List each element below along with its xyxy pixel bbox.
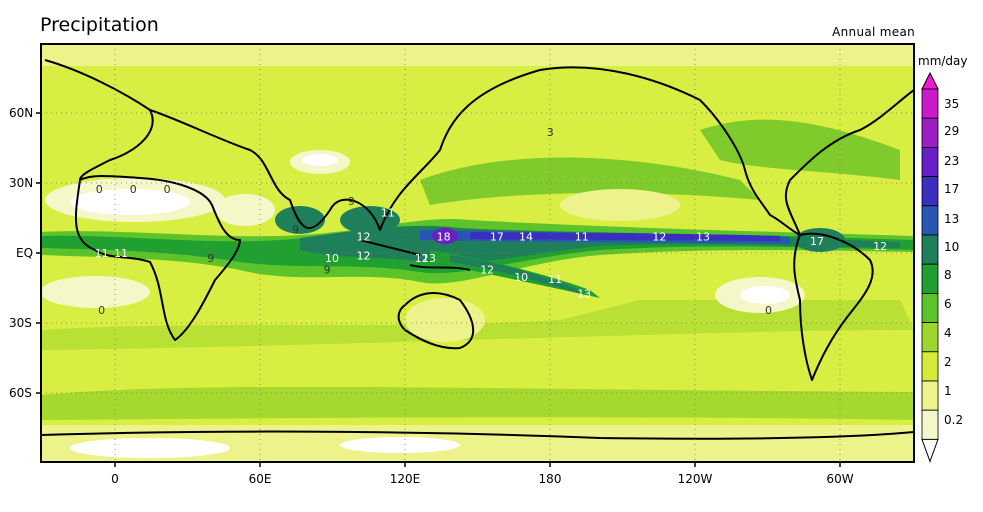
colorbar-box bbox=[921, 322, 939, 353]
contour-label: 10 bbox=[325, 252, 339, 265]
eurasia-coast bbox=[149, 66, 701, 231]
colorbar-label-2: 2 bbox=[944, 355, 952, 369]
contour-label: 0 bbox=[130, 183, 137, 196]
contour-label: 9 bbox=[292, 223, 299, 236]
colorbar-label-17: 17 bbox=[944, 182, 960, 196]
colorbar-box bbox=[921, 176, 939, 207]
contour-label: 11 bbox=[381, 207, 395, 220]
ytick-60s: 60S bbox=[9, 386, 32, 400]
colorbar-bottom-arrow bbox=[921, 438, 939, 463]
gridlines bbox=[41, 44, 914, 462]
colorbar-box bbox=[921, 351, 939, 382]
colorbar-label-13: 13 bbox=[944, 212, 960, 226]
colorbar-label-1: 1 bbox=[944, 384, 952, 398]
contour-label: 12 bbox=[652, 230, 666, 243]
field-northeast-pacific-dry bbox=[560, 189, 680, 221]
colorbar-label-23: 23 bbox=[944, 154, 960, 168]
contour-label: 17 bbox=[810, 235, 824, 248]
field-taklamakan-white bbox=[302, 154, 338, 166]
contour-label: 3 bbox=[547, 126, 554, 139]
maritime-continent-coast bbox=[359, 239, 471, 271]
colorbar-box bbox=[921, 117, 939, 148]
colorbar-label-8: 8 bbox=[944, 268, 952, 282]
colorbar-label-29: 29 bbox=[944, 124, 960, 138]
contour-label: 11 bbox=[548, 273, 562, 286]
contour-label: 0 bbox=[164, 183, 171, 196]
contour-label: 9 bbox=[207, 252, 214, 265]
field-bay-of-bengal-10 bbox=[275, 206, 325, 234]
colorbar-label-4: 4 bbox=[944, 326, 952, 340]
contour-label: 11 bbox=[575, 230, 589, 243]
field-antarctic-white-1 bbox=[70, 438, 230, 458]
ytick-30n: 30N bbox=[9, 176, 34, 190]
field-itcz-17 bbox=[470, 232, 780, 241]
ytick-30s: 30S bbox=[9, 316, 32, 330]
antarctica-coast bbox=[41, 430, 914, 440]
colorbar-box bbox=[921, 234, 939, 265]
xtick-60w: 60W bbox=[826, 472, 854, 486]
contour-label: 0 bbox=[765, 304, 772, 317]
field-arctic-dry bbox=[41, 44, 914, 66]
colorbar-box bbox=[921, 380, 939, 411]
contour-label: 11 bbox=[95, 247, 109, 260]
contour-label: 14 bbox=[519, 230, 533, 243]
contour-label: 12 bbox=[357, 249, 371, 262]
contour-label: 11 bbox=[114, 247, 128, 260]
field-sahara-white bbox=[70, 189, 190, 215]
ytick-60n: 60N bbox=[9, 106, 34, 120]
field-south-china-sea-10 bbox=[340, 206, 400, 234]
colorbar-units: mm/day bbox=[918, 54, 968, 68]
contour-label: 13 bbox=[577, 287, 591, 300]
colorbar-box bbox=[921, 146, 939, 177]
contour-label: 18 bbox=[437, 230, 451, 243]
south-america-coast bbox=[793, 232, 874, 381]
colorbar-box bbox=[921, 263, 939, 294]
contour-label: 9 bbox=[324, 264, 331, 277]
xtick-0: 0 bbox=[111, 472, 119, 486]
colorbar-label-6: 6 bbox=[944, 297, 952, 311]
colorbar-box bbox=[921, 409, 939, 440]
colorbar-top-arrow bbox=[921, 71, 939, 90]
colorbar-label-10: 10 bbox=[944, 240, 960, 254]
xtick-120w: 120W bbox=[677, 472, 713, 486]
chart-subtitle: Annual mean bbox=[832, 25, 915, 39]
chart-title: Precipitation bbox=[40, 14, 159, 36]
contour-label: 0 bbox=[96, 183, 103, 196]
colorbar bbox=[921, 71, 939, 463]
ytick-eq: EQ bbox=[16, 246, 34, 260]
contour-label: 12 bbox=[480, 264, 494, 277]
field-spcz-10 bbox=[450, 255, 585, 295]
xtick-180: 180 bbox=[538, 472, 562, 486]
colorbar-box bbox=[921, 205, 939, 236]
australia-coast bbox=[397, 292, 475, 350]
colorbar-label-0-2: 0.2 bbox=[944, 413, 964, 427]
field-southeast-pacific-white bbox=[740, 286, 790, 304]
contour-label: 10 bbox=[514, 271, 528, 284]
africa-coast bbox=[74, 175, 241, 341]
contour-label: 12 bbox=[415, 252, 429, 265]
field-southeast-atlantic-dry bbox=[41, 276, 150, 308]
field-north-pacific-storm-track bbox=[420, 157, 760, 205]
contour-label: 12 bbox=[357, 230, 371, 243]
colorbar-label-35: 35 bbox=[944, 97, 960, 111]
colorbar-box bbox=[921, 88, 939, 119]
coastlines bbox=[41, 59, 914, 440]
contour-label: 12 bbox=[873, 240, 887, 253]
field-arabia-dry bbox=[215, 194, 275, 226]
contour-label: 0 bbox=[98, 304, 105, 317]
tick-marks bbox=[36, 112, 841, 467]
xtick-60e: 60E bbox=[248, 472, 272, 486]
colorbar-box bbox=[921, 292, 939, 323]
field-southern-storm-track bbox=[41, 386, 914, 420]
contour-label: 13 bbox=[696, 230, 710, 243]
contour-label: 13 bbox=[422, 252, 436, 265]
xtick-120e: 120E bbox=[389, 472, 421, 486]
field-antarctic-white-2 bbox=[340, 437, 460, 453]
field-warm-pool-max bbox=[432, 228, 458, 244]
western-europe-coast bbox=[44, 59, 154, 181]
contour-label: 17 bbox=[490, 230, 504, 243]
contour-label: 9 bbox=[348, 195, 355, 208]
